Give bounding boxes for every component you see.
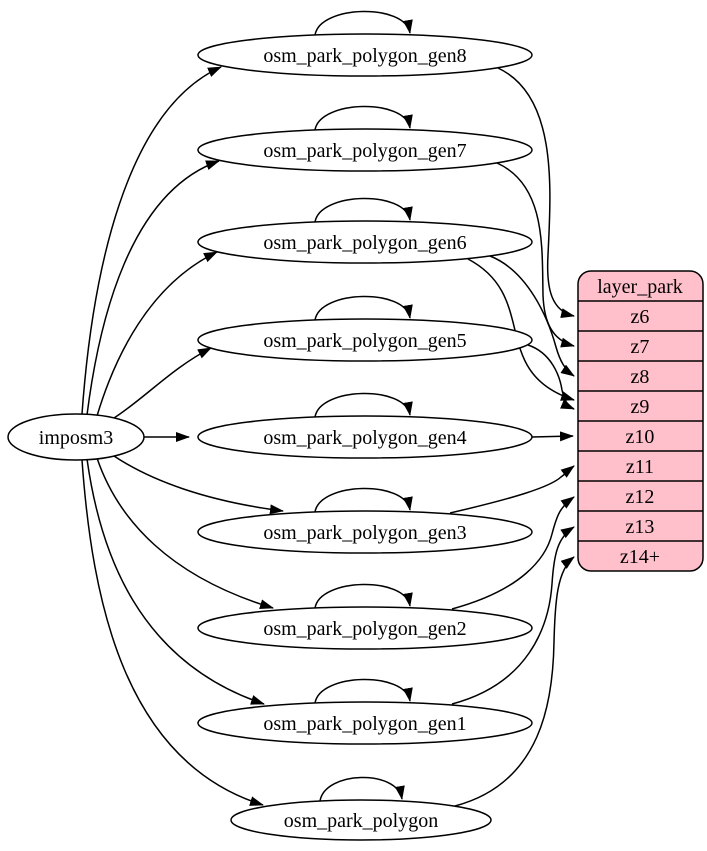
self-loop-gen5 [314,295,413,321]
layer-park-title: layer_park [597,276,683,298]
node-osm-park-polygon [230,799,492,841]
node-osm-park-polygon-gen1 [197,701,533,745]
node-osm-park-polygon-gen6-label: osm_park_polygon_gen6 [263,232,466,254]
edge-imposm3-to-gen6 [96,251,218,417]
node-osm-park-polygon-gen4-label: osm_park_polygon_gen4 [263,427,466,449]
node-osm-park-polygon-gen5-label: osm_park_polygon_gen5 [263,330,466,352]
node-imposm3 [7,413,145,461]
edge-imposm3-to-gen8 [81,66,222,415]
node-osm-park-polygon-gen3-label: osm_park_polygon_gen3 [263,522,466,544]
edge-gen3-to-z11 [449,465,575,514]
edge-gen5-to-z9 [527,344,575,410]
layer-row-z10: z10 [626,426,655,448]
edge-osm-park-polygon-to-z14plus [454,556,575,807]
self-loop-gen4 [314,392,413,418]
edge-gen2-to-z12 [451,496,575,610]
self-loop-gen1 [314,678,413,704]
node-osm-park-polygon-gen7-label: osm_park_polygon_gen7 [263,140,466,162]
layer-park-table: layer_park z6 z7 z8 z9 z10 z11 z12 z13 z… [577,270,704,572]
edge-gen1-to-z13 [451,526,575,705]
edge-imposm3-to-gen1 [86,458,265,705]
node-osm-park-polygon-gen4 [197,415,533,459]
layer-row-z13: z13 [626,516,655,538]
node-osm-park-polygon-gen3 [197,510,533,554]
self-loop-gen6 [314,197,413,223]
node-osm-park-polygon-gen8-label: osm_park_polygon_gen8 [263,45,466,67]
node-imposm3-label: imposm3 [39,427,113,449]
self-loop-gen2 [314,583,413,609]
node-osm-park-polygon-label: osm_park_polygon [284,810,438,832]
self-loop-osm-park-polygon [319,776,405,802]
node-osm-park-polygon-gen2-label: osm_park_polygon_gen2 [263,618,466,640]
layer-row-z6: z6 [631,306,650,328]
self-loop-gen7 [314,105,413,131]
node-osm-park-polygon-gen5 [197,318,533,362]
layer-row-z7: z7 [631,336,650,358]
node-osm-park-polygon-gen6 [197,220,533,264]
self-loop-gen3 [314,487,413,513]
node-osm-park-polygon-gen1-label: osm_park_polygon_gen1 [263,713,466,735]
edge-gen8-to-z6 [497,67,575,318]
edge-imposm3-to-gen3 [113,455,284,515]
edge-imposm3-to-gen7 [86,160,220,416]
edge-imposm3-to-osm-park-polygon [81,459,264,806]
layer-row-z9: z9 [631,396,650,418]
edge-gen6-to-z8 [489,255,575,377]
node-osm-park-polygon-gen7 [197,128,533,172]
edge-imposm3-to-gen5 [113,347,212,419]
layer-row-z12: z12 [626,486,655,508]
edge-gen7-to-z7 [496,162,575,348]
node-osm-park-polygon-gen2 [197,606,533,650]
edge-imposm3-to-gen2 [96,457,274,610]
layer-row-z14plus: z14+ [620,546,660,568]
self-loop-gen8 [314,10,413,36]
node-osm-park-polygon-gen8 [197,33,533,77]
layer-row-z8: z8 [631,366,650,388]
edge-gen4-to-z10 [531,431,574,442]
layer-row-z11: z11 [626,456,654,478]
